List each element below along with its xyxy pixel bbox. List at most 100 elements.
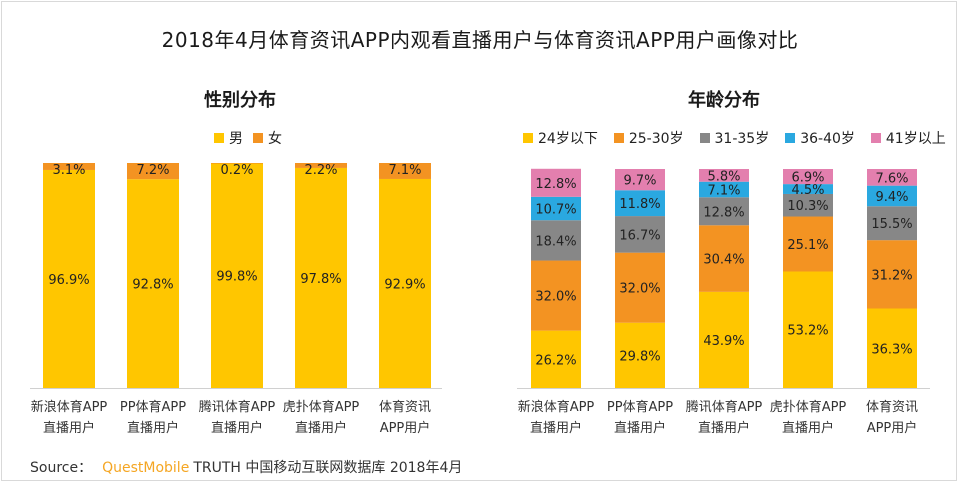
age-category-3-line-2: 直播用户: [698, 420, 750, 436]
age-bar-5-label-5: 7.6%: [875, 171, 908, 186]
gender-bar-4-label-2: 2.2%: [304, 163, 337, 178]
age-bar-4-label-3: 10.3%: [787, 199, 828, 214]
age-bar-1-label-3: 18.4%: [535, 234, 576, 249]
gender-bar-2-label-1: 92.8%: [132, 278, 173, 293]
gender-bar-1-label-2: 3.1%: [52, 163, 85, 178]
age-bar-5-segment-4: [867, 185, 917, 207]
age-bar-4-segment-1: [783, 271, 833, 388]
main-title: 2018年4月体育资讯APP内观看直播用户与体育资讯APP用户画像对比: [161, 28, 799, 52]
age-category-5-line-1: 体育资讯: [866, 399, 918, 415]
age-legend-item-5: 41岁以上: [870, 128, 946, 148]
age-bar-2-label-1: 29.8%: [619, 349, 660, 364]
gender-legend-swatch-2: [253, 133, 263, 143]
age-category-3-line-1: 腾讯体育APP: [686, 399, 763, 415]
age-bar-1-segment-5: [531, 168, 581, 197]
age-bar-3-segment-2: [699, 225, 749, 292]
age-category-2-line-2: 直播用户: [614, 420, 666, 436]
gender-bar-1-segment-1: [43, 169, 95, 388]
gender-bar-3-segment-2: [211, 163, 263, 164]
age-legend-swatch-5: [870, 133, 881, 143]
age-bar-2-label-4: 11.8%: [619, 197, 660, 212]
gender-category-4-line-2: 直播用户: [295, 420, 347, 436]
gender-bar-5-segment-2: [379, 163, 431, 179]
age-category-2-line-1: PP体育APP: [607, 399, 673, 415]
age-legend-label-3: 31-35岁: [714, 131, 770, 147]
age-legend-swatch-2: [613, 133, 624, 143]
age-bar-2-segment-5: [615, 169, 665, 191]
gender-category-1-line-1: 新浪体育APP: [31, 399, 108, 415]
gender-category-2-line-2: 直播用户: [127, 420, 179, 436]
age-bar-1-segment-2: [531, 260, 581, 331]
gender-legend: 男女: [214, 128, 292, 148]
gender-legend-item-2: 女: [253, 128, 282, 148]
age-bar-5-label-3: 15.5%: [871, 217, 912, 232]
age-bar-3-segment-3: [699, 197, 749, 226]
age-category-4-line-1: 虎扑体育APP: [770, 399, 847, 415]
source-note: Source： QuestMobile TRUTH 中国移动互联网数据库 2018年…: [30, 457, 462, 477]
gender-bar-2-label-2: 7.2%: [136, 163, 169, 178]
age-legend: 24岁以下 25-30岁 31-35岁 36-40岁 41岁以上: [523, 128, 960, 148]
age-bar-4-segment-3: [783, 193, 833, 217]
gender-bar-5-segment-1: [379, 178, 431, 388]
age-bar-1-segment-1: [531, 330, 581, 388]
gender-bar-2-segment-2: [127, 163, 179, 180]
gender-bar-1-label-1: 96.9%: [48, 273, 89, 288]
age-bar-3-segment-1: [699, 291, 749, 388]
age-bar-5-segment-1: [867, 308, 917, 388]
gender-category-4-line-1: 虎扑体育APP: [283, 399, 360, 415]
gender-bar-4-segment-1: [295, 167, 347, 388]
age-bar-2-segment-3: [615, 216, 665, 253]
age-bar-5-segment-2: [867, 240, 917, 309]
gender-bar-5-label-1: 92.9%: [384, 277, 425, 292]
age-bar-3-label-3: 12.8%: [703, 205, 744, 220]
gender-bar-3-label-1: 99.8%: [216, 270, 257, 285]
age-category-4-line-2: 直播用户: [782, 420, 834, 436]
gender-bar-4-label-1: 97.8%: [300, 272, 341, 287]
age-bar-5-segment-3: [867, 206, 917, 241]
age-legend-swatch-3: [699, 133, 710, 143]
age-legend-swatch-4: [785, 133, 796, 143]
age-bar-5-label-1: 36.3%: [871, 342, 912, 357]
age-bar-5-segment-5: [867, 169, 917, 186]
age-bar-5-label-4: 9.4%: [875, 190, 908, 205]
source-brand: QuestMobile: [102, 460, 190, 476]
age-bar-2-label-5: 9.7%: [623, 174, 656, 189]
gender-bar-4-segment-2: [295, 163, 347, 168]
gender-bar-2-segment-1: [127, 179, 179, 388]
age-legend-label-1: 24岁以下: [538, 131, 598, 147]
age-bar-3-label-2: 30.4%: [703, 253, 744, 268]
age-bar-4-label-1: 53.2%: [787, 324, 828, 339]
age-bar-2-segment-4: [615, 190, 665, 217]
age-bar-2-segment-2: [615, 252, 665, 323]
age-bar-3-label-4: 7.1%: [707, 183, 740, 198]
gender-legend-swatch-1: [214, 133, 224, 143]
age-bar-3-segment-5: [699, 169, 749, 182]
age-bar-2-label-2: 32.0%: [619, 282, 660, 297]
age-legend-item-1: 24岁以下: [523, 128, 598, 148]
gender-legend-label-2: 女: [268, 131, 282, 147]
age-bar-1-label-1: 26.2%: [535, 353, 576, 368]
age-bar-1-label-5: 12.8%: [535, 177, 576, 192]
gender-legend-item-1: 男: [214, 128, 243, 148]
gender-category-3-line-1: 腾讯体育APP: [199, 399, 276, 415]
age-bar-2-label-3: 16.7%: [619, 228, 660, 243]
gender-bar-3-label-2: 0.2%: [220, 163, 253, 178]
age-bar-4-segment-4: [783, 184, 833, 194]
age-bar-4-segment-5: [783, 169, 833, 185]
age-legend-item-4: 36-40岁: [785, 128, 855, 148]
age-legend-item-2: 25-30岁: [613, 128, 684, 148]
age-bar-4-label-4: 4.5%: [791, 183, 824, 198]
age-legend-label-4: 36-40岁: [800, 131, 855, 147]
gender-category-5-line-2: APP用户: [380, 420, 431, 436]
age-bar-3-segment-4: [699, 181, 749, 198]
age-bar-5-label-2: 31.2%: [871, 268, 912, 283]
age-bar-1-label-2: 32.0%: [535, 290, 576, 305]
gender-chart-title: 性别分布: [204, 90, 276, 111]
gender-category-5-line-1: 体育资讯: [379, 399, 431, 415]
age-legend-item-3: 31-35岁: [699, 128, 770, 148]
age-bar-4-label-2: 25.1%: [787, 238, 828, 253]
age-bar-4-label-5: 6.9%: [791, 171, 824, 186]
source-text: TRUTH 中国移动互联网数据库 2018年4月: [193, 460, 463, 476]
